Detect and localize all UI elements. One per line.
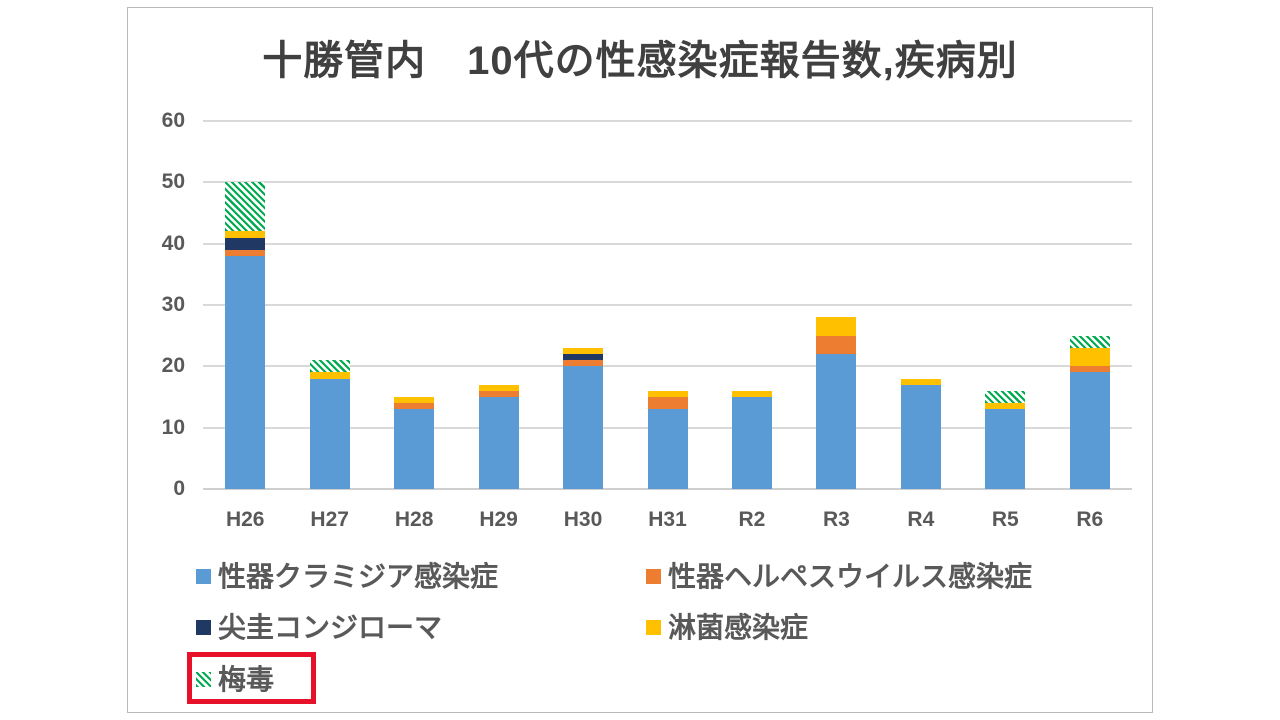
- x-tick-label: H31: [648, 508, 687, 531]
- legend-label-4: 梅毒: [218, 664, 275, 695]
- gridline: [203, 181, 1132, 184]
- bar-segment-H29-series3: [478, 384, 519, 391]
- bar-segment-H26-series2: [225, 237, 266, 250]
- gridline: [203, 304, 1132, 306]
- slide: 十勝管内 10代の性感染症報告数,疾病別 0 10 20 30 40 50 60 H26 H2…: [127, 7, 1153, 713]
- legend-label-2: 尖圭コンジローマ: [218, 612, 443, 643]
- x-tick-label: H30: [563, 508, 603, 531]
- bar-segment-H28-series3: [394, 397, 435, 404]
- y-tick-label: 10: [161, 415, 185, 439]
- bar-segment-H30-series3: [563, 347, 604, 355]
- bar-segment-R6-series3: [1069, 347, 1110, 367]
- y-tick-label: 0: [173, 477, 185, 500]
- x-tick-label: H26: [225, 508, 265, 531]
- x-tick-label: R5: [991, 508, 1019, 531]
- legend-item-2: 尖圭コンジローマ: [196, 608, 442, 644]
- bar-segment-H26-series4: [225, 182, 266, 232]
- x-tick-label: R4: [907, 508, 935, 531]
- bar-segment-R6-series4: [1069, 335, 1110, 348]
- stacked-bar-chart: 十勝管内 10代の性感染症報告数,疾病別 0 10 20 30 40 50 60 H26 H2…: [128, 8, 1152, 712]
- bar-segment-R3-series0: [816, 354, 857, 489]
- bar-segment-H27-series4: [309, 360, 350, 373]
- bar-segment-H27-series0: [309, 378, 350, 489]
- y-tick-label: 30: [161, 293, 185, 316]
- gridline: [203, 120, 1132, 122]
- bar-segment-R3-series1: [816, 335, 857, 355]
- y-tick-label: 60: [161, 109, 185, 132]
- x-tick-label: H29: [479, 508, 518, 531]
- x-tick-label: R6: [1076, 508, 1104, 531]
- chart-title: 十勝管内 10代の性感染症報告数,疾病別: [262, 39, 1018, 83]
- bar-segment-H29-series1: [478, 390, 519, 397]
- bar-segment-R4-series0: [900, 384, 941, 489]
- bar-segment-R3-series3: [816, 317, 857, 336]
- bar-segment-R2-series0: [731, 397, 772, 489]
- bar-segment-R5-series0: [985, 409, 1026, 489]
- bar-segment-R5-series4: [985, 390, 1026, 404]
- bar-segment-H27-series3: [309, 372, 350, 379]
- y-tick-label: 50: [161, 170, 185, 194]
- legend-label-0: 性器クラミジア感染症: [218, 561, 499, 592]
- bar-segment-H26-series0: [225, 255, 266, 489]
- legend-swatch-1: [646, 569, 661, 584]
- gridline: [203, 365, 1132, 368]
- legend-swatch-2: [196, 620, 211, 635]
- y-tick-label: 20: [161, 354, 185, 378]
- bar-segment-R2-series3: [731, 390, 772, 397]
- gridline: [203, 242, 1132, 245]
- legend-swatch-4: [196, 672, 211, 687]
- bar-segment-H30-series2: [563, 354, 604, 361]
- bar-segment-R6-series1: [1069, 366, 1110, 373]
- x-tick-label: H28: [394, 508, 434, 531]
- bar-segment-H28-series0: [394, 409, 435, 489]
- bar-segment-H30-series0: [563, 366, 604, 489]
- bar-segment-R5-series3: [985, 403, 1026, 410]
- legend-swatch-3: [646, 620, 661, 635]
- bar-segment-H26-series3: [225, 231, 266, 238]
- legend-swatch-0: [196, 569, 211, 584]
- x-tick-label: R2: [738, 508, 766, 531]
- x-tick-label: H27: [310, 508, 349, 531]
- legend-item-1: 性器ヘルペスウイルス感染症: [646, 557, 1032, 593]
- bar-segment-H28-series1: [394, 403, 435, 410]
- legend-label-1: 性器ヘルペスウイルス感染症: [668, 561, 1033, 592]
- bar-segment-H26-series1: [225, 249, 266, 256]
- x-axis-line: [203, 488, 1132, 490]
- legend-item-3: 淋菌感染症: [646, 608, 808, 644]
- legend-item-4: 梅毒: [196, 660, 274, 696]
- bar-segment-H31-series0: [647, 409, 688, 489]
- bar-segment-H31-series3: [647, 390, 688, 397]
- x-tick-label: R3: [822, 508, 850, 531]
- bar-segment-H31-series1: [647, 397, 688, 410]
- bar-segment-R4-series3: [900, 378, 941, 385]
- legend-label-3: 淋菌感染症: [668, 612, 809, 643]
- y-tick-label: 40: [161, 231, 185, 255]
- bar-segment-H30-series1: [563, 360, 604, 367]
- bar-segment-R6-series0: [1069, 372, 1110, 489]
- legend-item-0: 性器クラミジア感染症: [196, 557, 498, 593]
- bar-segment-H29-series0: [478, 397, 519, 489]
